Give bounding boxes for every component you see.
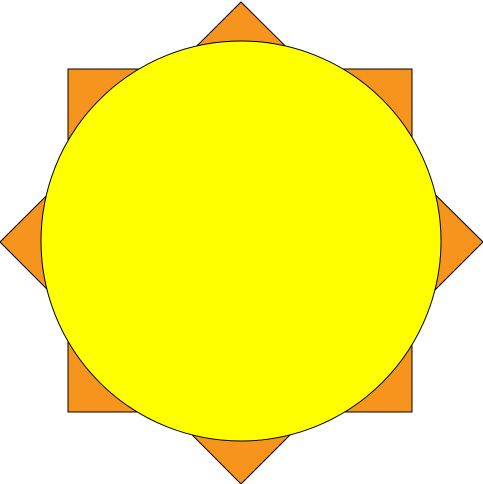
yellow-circle-shape [40,40,442,442]
